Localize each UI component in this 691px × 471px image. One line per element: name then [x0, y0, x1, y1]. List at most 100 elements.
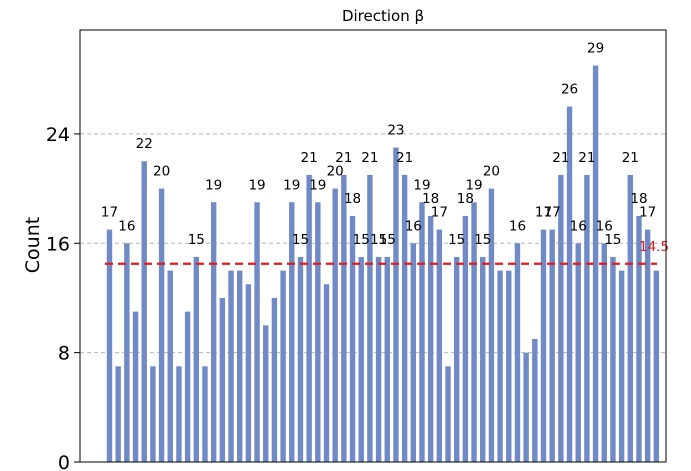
bar: [341, 174, 347, 463]
bar-value-label: 18: [344, 191, 361, 207]
bar: [523, 352, 529, 462]
bar-value-label: 21: [335, 150, 352, 166]
bar-value-label: 15: [370, 232, 387, 248]
bar: [566, 106, 573, 463]
bar: [315, 202, 321, 462]
bar: [280, 270, 286, 462]
bar: [618, 270, 625, 462]
reference-line-label: 14.5: [639, 239, 669, 255]
bar: [358, 256, 364, 462]
bar: [540, 229, 547, 462]
bar: [462, 215, 469, 462]
y-tick-label: 24: [46, 124, 70, 146]
bar: [349, 215, 356, 462]
bar: [184, 311, 191, 462]
bar: [193, 256, 199, 462]
bar-value-label: 15: [604, 232, 621, 248]
bar: [488, 188, 495, 462]
bar: [367, 174, 373, 463]
bar: [532, 338, 538, 462]
bar: [549, 229, 555, 462]
bar: [323, 284, 330, 462]
bar: [271, 297, 278, 462]
bar-value-label: 16: [509, 218, 526, 234]
y-tick-label: 8: [58, 343, 70, 365]
y-tick-label: 16: [46, 233, 70, 255]
bar-value-label: 21: [301, 150, 318, 166]
y-axis-label: Count: [22, 217, 44, 273]
bar: [306, 174, 312, 463]
plot-frame: [79, 29, 667, 463]
bar: [575, 243, 581, 462]
bar-value-label: 17: [544, 205, 561, 221]
bar: [115, 366, 121, 462]
bar-value-label: 20: [483, 164, 500, 180]
bar: [584, 174, 590, 463]
bar: [245, 284, 252, 462]
bar: [228, 270, 234, 462]
bar: [167, 270, 173, 462]
bar: [601, 243, 607, 462]
bar-value-label: 15: [353, 232, 370, 248]
bar: [141, 161, 147, 462]
bar: [150, 366, 156, 462]
bar: [124, 243, 130, 462]
bar: [254, 202, 260, 462]
bar-value-label: 15: [474, 232, 491, 248]
bar-value-label: 26: [561, 82, 578, 98]
bar-value-label: 21: [552, 150, 569, 166]
bar: [644, 229, 651, 462]
bar: [106, 229, 113, 462]
bar-value-label: 15: [448, 232, 465, 248]
bar: [219, 297, 226, 462]
bar: [297, 256, 304, 462]
bar-value-label: 15: [379, 232, 396, 248]
bar: [627, 174, 633, 463]
bar: [332, 188, 338, 462]
bar: [497, 270, 503, 462]
bar: [410, 243, 416, 462]
bar-value-label: 29: [587, 41, 604, 57]
bar: [471, 202, 477, 462]
bar: [210, 202, 217, 462]
bar-value-label: 23: [387, 123, 404, 139]
bar-value-label: 21: [361, 150, 378, 166]
bar: [610, 256, 616, 462]
bar-value-label: 19: [283, 177, 300, 193]
bar: [202, 366, 208, 462]
bar: [506, 270, 512, 462]
reference-line-group: 14.5: [105, 239, 669, 265]
bar-value-label: 15: [188, 232, 205, 248]
bar: [454, 256, 460, 462]
bar: [445, 366, 451, 462]
bar-value-label: 19: [413, 177, 430, 193]
bar-value-label: 20: [327, 164, 344, 180]
bar: [263, 325, 269, 462]
y-tick-label: 0: [58, 452, 70, 471]
bar: [158, 188, 165, 462]
bar-value-label: 17: [639, 205, 656, 221]
bar-value-label: 19: [309, 177, 326, 193]
bars: [106, 65, 660, 463]
y-axis-ticks: 0 8 16 24: [46, 124, 80, 471]
bar-value-label: 19: [465, 177, 482, 193]
bar-value-label: 21: [622, 150, 639, 166]
bar: [558, 174, 564, 463]
bar: [436, 229, 443, 462]
bar-value-label: 22: [136, 136, 153, 152]
bar: [419, 202, 425, 462]
bar: [653, 270, 660, 462]
bar-value-label: 21: [578, 150, 595, 166]
bar-value-label: 17: [101, 205, 118, 221]
bar-value-label: 20: [153, 164, 170, 180]
bar: [289, 202, 295, 462]
bar: [636, 215, 642, 462]
bar: [132, 311, 139, 462]
bar-value-label: 18: [422, 191, 439, 207]
bar-value-label: 17: [535, 205, 552, 221]
bar-value-label: 15: [292, 232, 309, 248]
bar-value-label: 21: [396, 150, 413, 166]
bar: [514, 243, 521, 462]
